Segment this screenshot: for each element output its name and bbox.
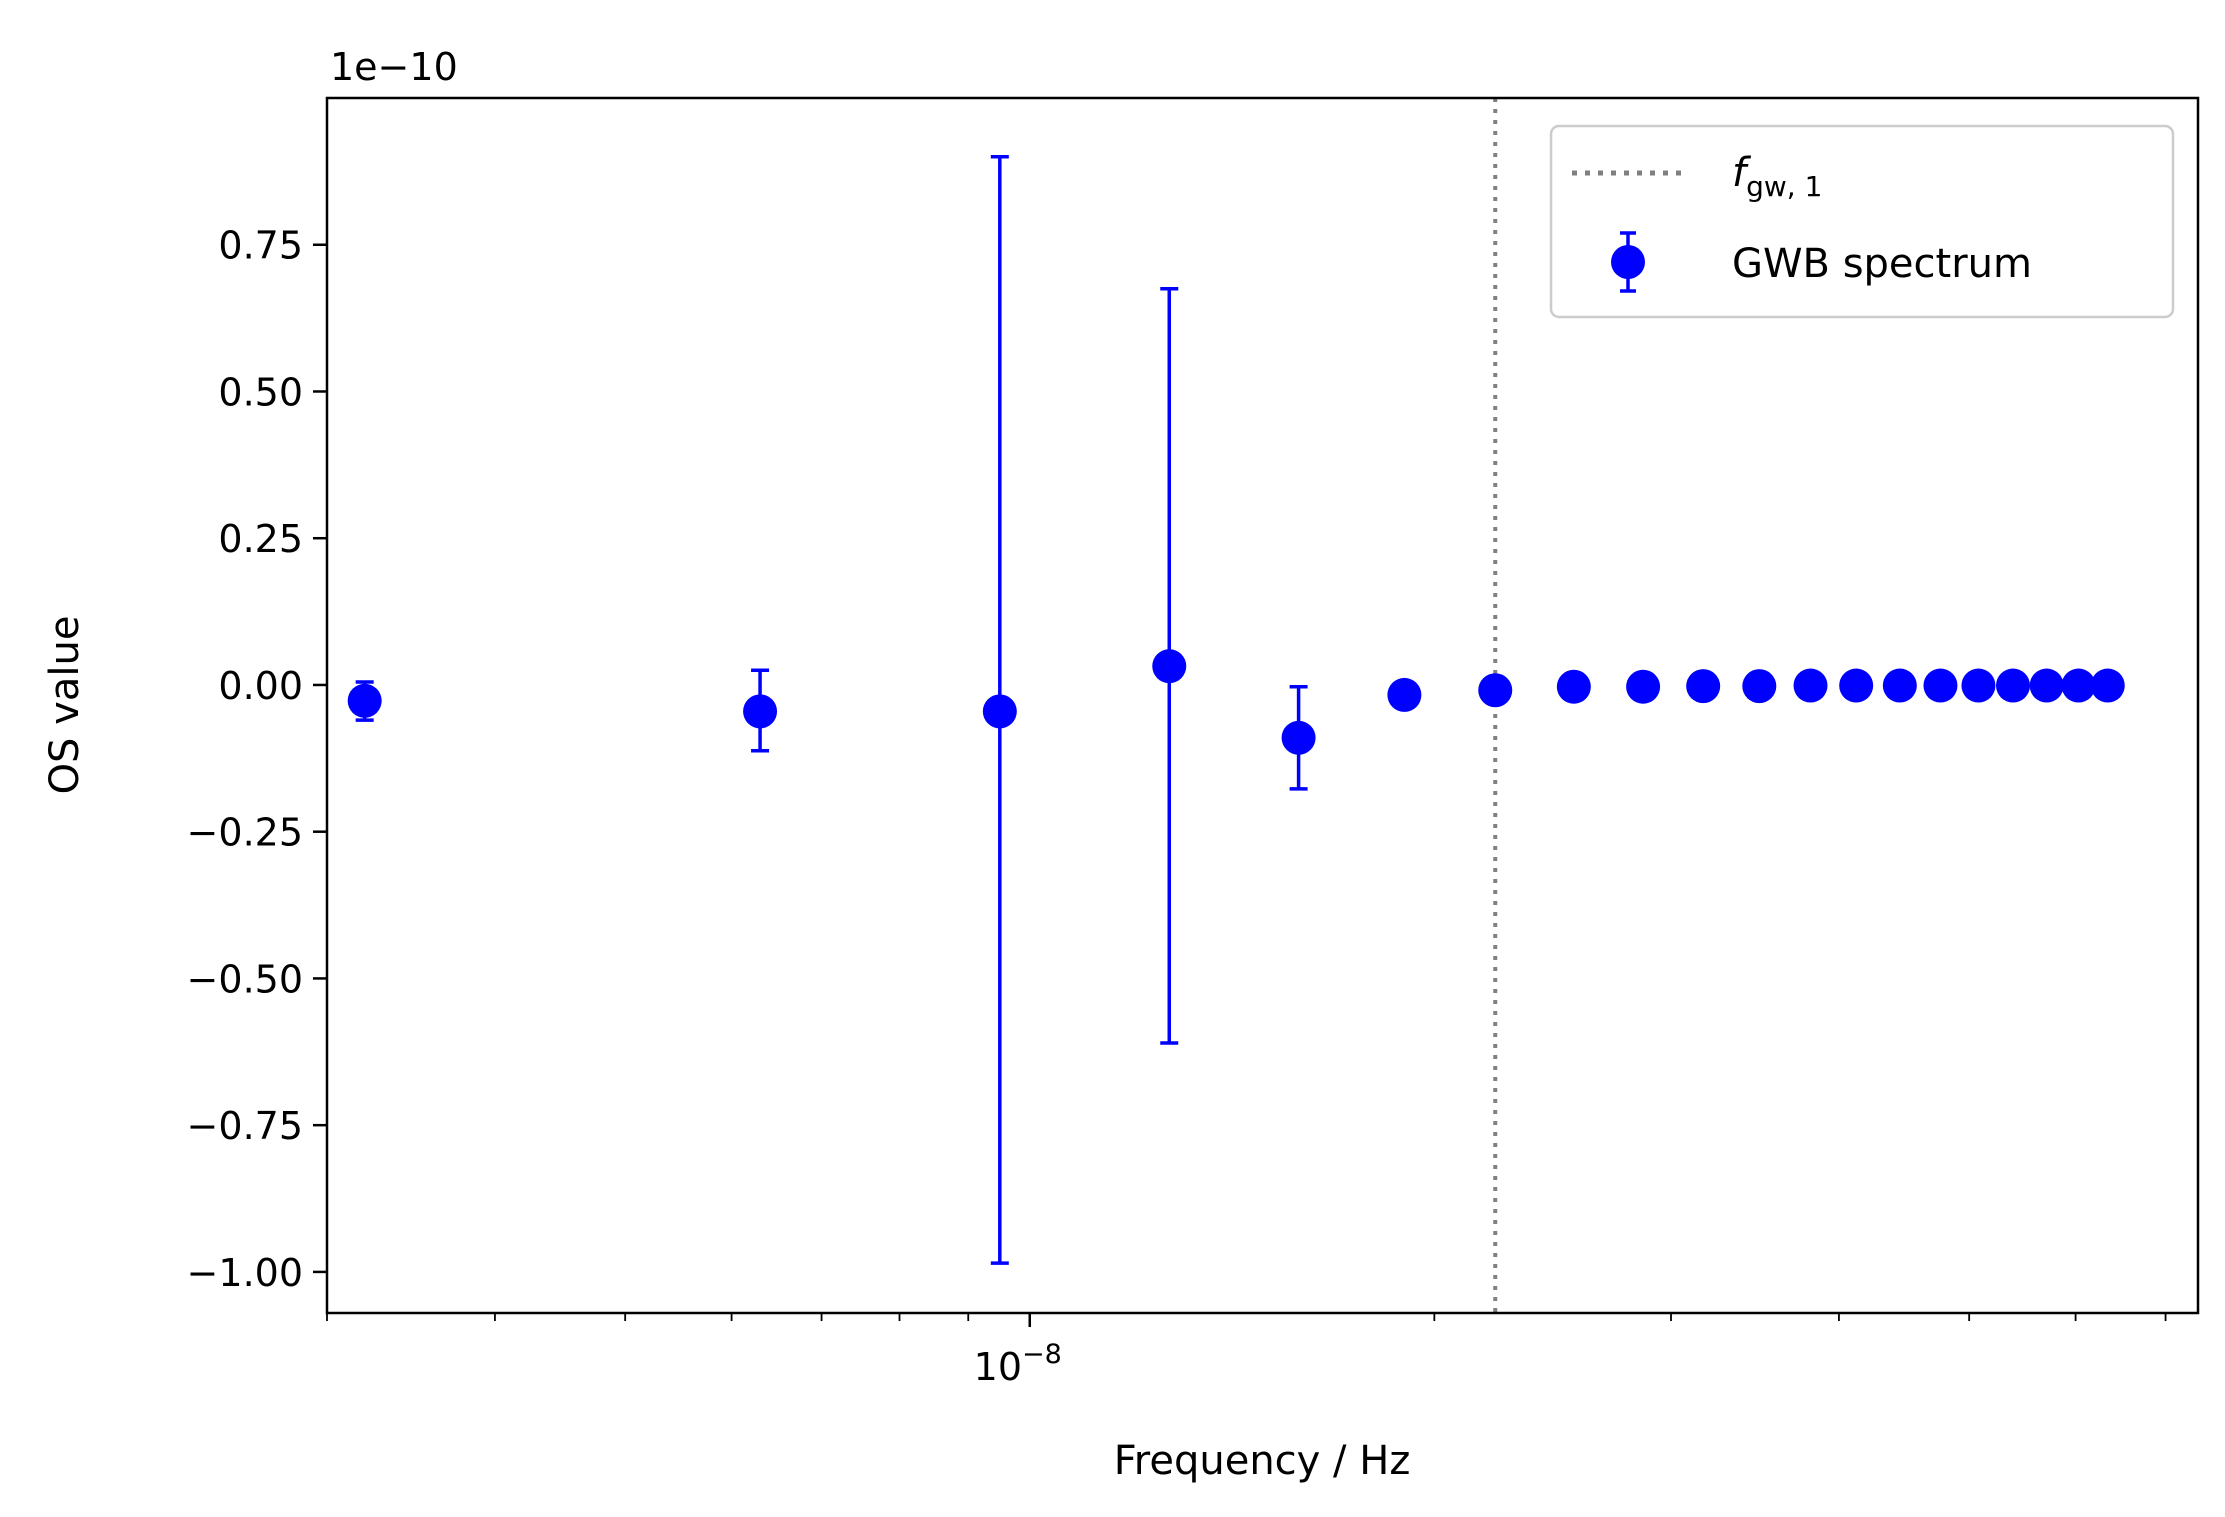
y-tick-label: −0.50	[187, 957, 303, 1001]
data-point	[1387, 677, 1422, 712]
data-point	[982, 694, 1017, 729]
data-point	[1961, 668, 1996, 703]
legend-gwb-swatch	[1611, 231, 1645, 293]
x-tick-label: 10−8	[974, 1339, 1062, 1389]
legend: fgw, 1 GWB spectrum	[1549, 124, 2175, 319]
data-point	[1793, 668, 1828, 703]
y-tick-label: −0.25	[187, 811, 303, 855]
y-tick-label: −0.75	[187, 1104, 303, 1148]
data-point	[1923, 668, 1958, 703]
data-point	[347, 683, 382, 718]
legend-label-fgw1: fgw, 1	[1732, 150, 1822, 203]
data-point	[1626, 669, 1661, 704]
data-point	[1556, 669, 1591, 704]
data-point	[1742, 669, 1777, 704]
data-point	[743, 694, 778, 729]
y-axis-label: OS value	[42, 616, 88, 795]
data-point	[2061, 668, 2096, 703]
plot-area	[347, 98, 2125, 1313]
data-point	[1686, 669, 1721, 704]
data-point	[1996, 668, 2031, 703]
data-point	[1152, 649, 1187, 684]
x-axis-label: Frequency / Hz	[1114, 1438, 1411, 1484]
legend-box	[1549, 124, 2175, 319]
axes-frame	[325, 96, 2200, 1315]
legend-gwb-marker	[1611, 245, 1645, 279]
y-tick-label: −1.00	[187, 1251, 303, 1295]
y-axis-ticks: 0.75 0.50 0.25 0.00 −0.25 −0.50 −0.75 −1.00	[187, 224, 327, 1295]
data-point	[1281, 720, 1316, 755]
legend-fgw-subscript: gw, 1	[1746, 170, 1822, 203]
y-tick-label: 0.75	[218, 224, 303, 268]
data-point	[2029, 668, 2064, 703]
legend-label-gwb: GWB spectrum	[1732, 241, 2032, 287]
x-tick-label-exponent: −8	[1022, 1339, 1062, 1370]
y-offset-label: 1e−10	[330, 45, 458, 89]
y-tick-label: 0.25	[218, 517, 303, 561]
y-tick-label: 0.50	[218, 370, 303, 414]
x-tick-label-base: 10	[974, 1345, 1022, 1389]
data-point	[1478, 673, 1513, 708]
data-point	[2090, 668, 2125, 703]
y-tick-label: 0.00	[218, 664, 303, 708]
data-point	[1839, 668, 1874, 703]
data-point	[1882, 668, 1917, 703]
x-axis-ticks: 10−8	[326, 1313, 2167, 1389]
